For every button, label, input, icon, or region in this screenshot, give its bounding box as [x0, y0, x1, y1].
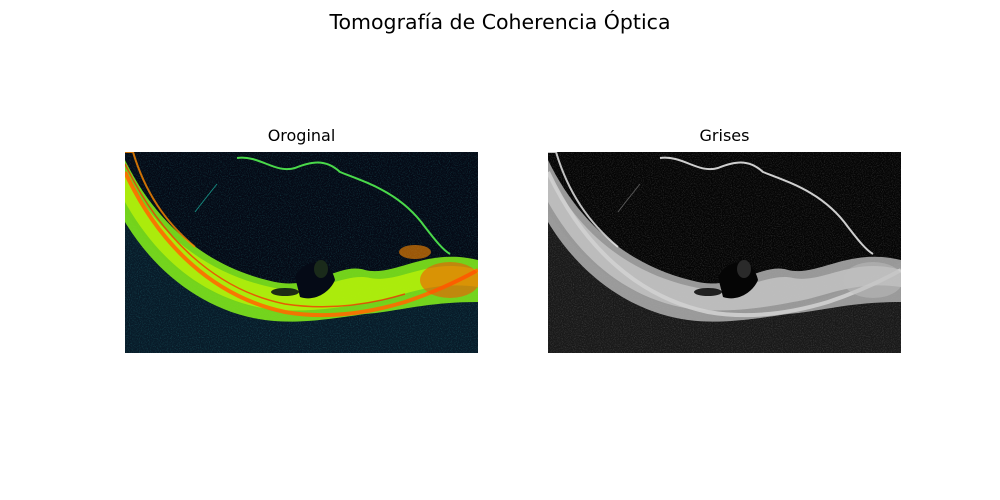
panel-title-grayscale: Grises [699, 126, 750, 145]
oct-scan-grayscale-image [548, 152, 901, 353]
hyaloid-membrane [236, 156, 451, 255]
panel-title-original: Oroginal [267, 126, 336, 145]
panel-grayscale: Grises [548, 126, 901, 353]
figure-title: Tomografía de Coherencia Óptica [329, 10, 671, 34]
hyaloid-membrane-gray [659, 156, 874, 255]
panel-original: Oroginal [125, 126, 478, 353]
oct-scan-color-image [125, 152, 478, 353]
